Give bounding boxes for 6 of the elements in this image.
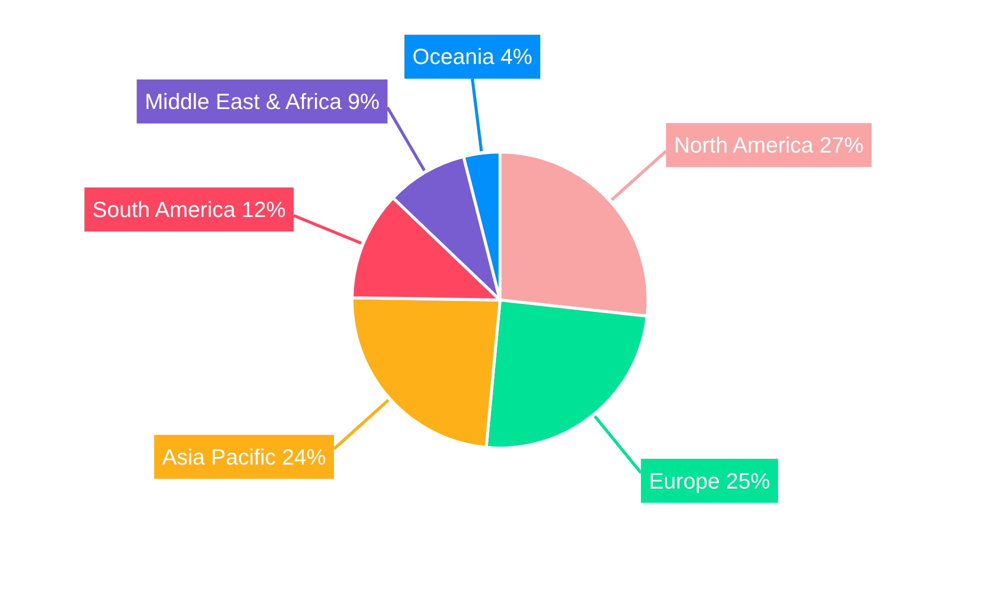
slice-label: Oceania 4% [412,44,532,70]
slice-label: Europe 25% [648,468,770,494]
slice-label: Middle East & Africa 9% [144,88,380,114]
slice-label: North America 27% [674,132,864,158]
slice-label: Asia Pacific 24% [162,444,326,470]
slice-label: South America 12% [92,196,286,222]
